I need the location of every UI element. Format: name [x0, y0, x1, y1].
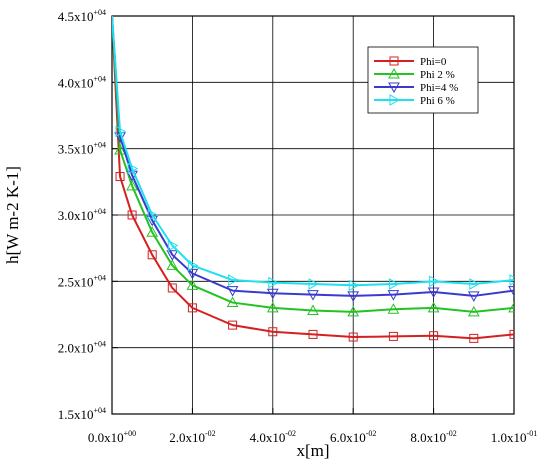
- data-point: [187, 303, 197, 313]
- data-point: [387, 290, 400, 301]
- x-tick-label: 1.0x10-01: [491, 429, 537, 445]
- y-tick-label: 4.0x10+04: [58, 74, 106, 90]
- data-point: [186, 268, 199, 280]
- series-line: [112, 16, 514, 340]
- series-layer: [112, 16, 514, 343]
- tick-labels: 0.0x10+00 2.0x10-02 4.0x10-02 6.0x10-02 8.0x…: [58, 8, 537, 445]
- data-point: [308, 329, 318, 339]
- x-axis-title: x[m]: [296, 441, 329, 460]
- legend-label: Phi 6 %: [420, 95, 455, 107]
- data-point: [509, 274, 514, 286]
- data-point: [114, 143, 126, 155]
- data-point: [268, 327, 278, 337]
- data-point: [266, 301, 279, 313]
- x-tick-label: 6.0x10-02: [330, 429, 376, 445]
- series-line: [112, 16, 514, 297]
- data-point: [186, 279, 199, 290]
- legend-marker: [389, 94, 401, 106]
- data-point: [127, 162, 139, 175]
- data-point: [347, 305, 360, 317]
- legend-item: Phi=0: [374, 56, 447, 68]
- data-point: [388, 331, 398, 341]
- y-tick-label: 3.0x10+04: [58, 207, 106, 223]
- data-point: [429, 331, 439, 341]
- data-point: [388, 278, 400, 290]
- data-point: [427, 287, 440, 298]
- data-point: [387, 303, 400, 314]
- data-point: [348, 279, 360, 292]
- data-point: [427, 301, 440, 313]
- legend-item: Phi 2 %: [374, 67, 455, 81]
- y-tick-label: 3.5x10+04: [58, 141, 106, 157]
- data-point: [167, 283, 177, 293]
- data-point: [187, 259, 199, 272]
- series-3: [112, 16, 514, 302]
- y-axis-title: h[W m-2 K-1]: [3, 166, 22, 264]
- series-line: [112, 16, 514, 313]
- data-point: [226, 296, 239, 308]
- data-point: [469, 333, 479, 343]
- data-point: [115, 172, 125, 182]
- y-tick-label: 2.5x10+04: [58, 273, 106, 289]
- data-point: [115, 125, 127, 138]
- data-point: [509, 329, 514, 339]
- x-tick-label: 0.0x10+00: [88, 429, 136, 445]
- legend-box: [367, 46, 479, 114]
- data-point: [127, 210, 137, 220]
- data-point: [348, 332, 358, 342]
- data-point: [508, 286, 514, 297]
- x-tick-label: 8.0x10-02: [410, 429, 456, 445]
- legend-label: Phi=0: [420, 56, 447, 68]
- data-point: [146, 226, 159, 237]
- legend-marker: [388, 67, 400, 79]
- series-2: [112, 16, 514, 317]
- data-point: [307, 304, 319, 316]
- x-tick-label: 4.0x10-02: [250, 429, 296, 445]
- data-point: [429, 275, 440, 288]
- data-point: [147, 209, 159, 221]
- data-point: [308, 278, 320, 290]
- data-point: [508, 301, 514, 313]
- data-point: [467, 291, 480, 302]
- data-point: [226, 286, 239, 297]
- y-tick-label: 1.5x10+04: [58, 406, 106, 422]
- legend-label: Phi=4 %: [420, 82, 458, 94]
- data-point: [266, 288, 279, 300]
- data-point: [347, 291, 360, 302]
- data-point: [467, 305, 480, 317]
- series-line: [112, 16, 514, 287]
- data-point: [469, 278, 480, 290]
- data-point: [228, 320, 238, 330]
- y-tick-label: 2.0x10+04: [58, 340, 106, 356]
- data-point: [228, 274, 239, 286]
- legend-marker: [389, 56, 399, 66]
- x-tick-label: 2.0x10-02: [169, 429, 215, 445]
- series-4: [112, 16, 514, 292]
- data-point: [147, 250, 157, 260]
- data-point: [166, 259, 179, 270]
- legend-item: Phi=4 %: [374, 82, 458, 94]
- data-point: [268, 276, 279, 289]
- y-tick-label: 4.5x10+04: [58, 8, 106, 24]
- data-point: [307, 290, 319, 301]
- data-point: [166, 250, 179, 261]
- legend-marker: [388, 82, 400, 94]
- series-1: [112, 16, 514, 343]
- data-point: [126, 179, 138, 191]
- legend-label: Phi 2 %: [420, 69, 455, 81]
- data-point: [167, 239, 179, 252]
- legend-item: Phi 6 %: [374, 94, 455, 107]
